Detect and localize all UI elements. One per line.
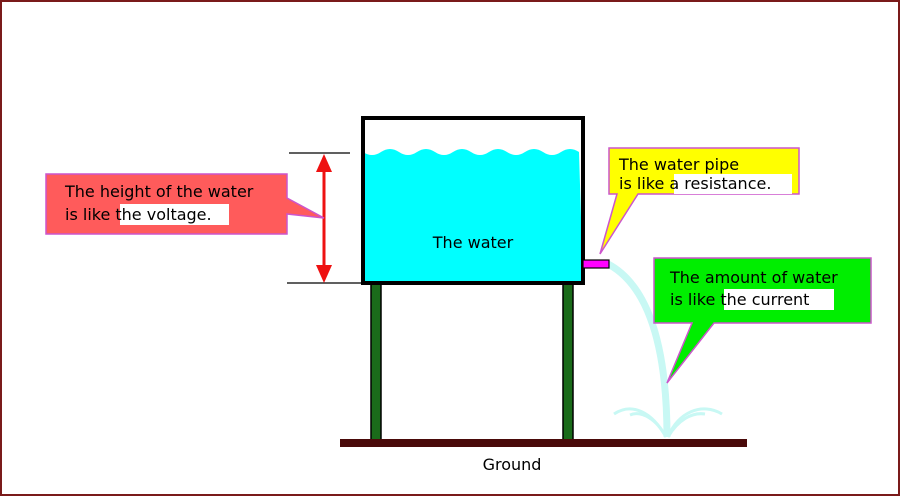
voltage-callout: The height of the water is like the volt… bbox=[45, 173, 325, 235]
resistance-callout-line1: The water pipe bbox=[618, 155, 739, 174]
voltage-highlight bbox=[120, 204, 229, 225]
tank-leg-right bbox=[562, 282, 574, 441]
height-arrow bbox=[316, 154, 332, 283]
resistance-callout-line2: is like a resistance. bbox=[619, 174, 771, 193]
resistance-callout: The water pipe is like a resistance. bbox=[599, 147, 800, 255]
voltage-callout-line1: The height of the water bbox=[64, 182, 254, 201]
water-splash bbox=[613, 407, 723, 438]
current-callout-line1: The amount of water bbox=[669, 268, 838, 287]
tank-water bbox=[363, 149, 583, 283]
ground-bar bbox=[340, 439, 747, 447]
voltage-callout-line2: is like the voltage. bbox=[65, 205, 212, 224]
current-callout: The amount of water is like the current bbox=[653, 257, 872, 384]
current-callout-line2: is like the current bbox=[670, 290, 809, 309]
tank bbox=[361, 116, 585, 285]
resistance-highlight bbox=[674, 174, 792, 194]
water-label: The water bbox=[432, 233, 514, 252]
ground-label: Ground bbox=[483, 455, 542, 474]
current-highlight bbox=[724, 289, 834, 310]
water-pipe bbox=[582, 259, 610, 269]
tank-leg-left bbox=[370, 282, 382, 441]
water-stream bbox=[606, 260, 671, 438]
